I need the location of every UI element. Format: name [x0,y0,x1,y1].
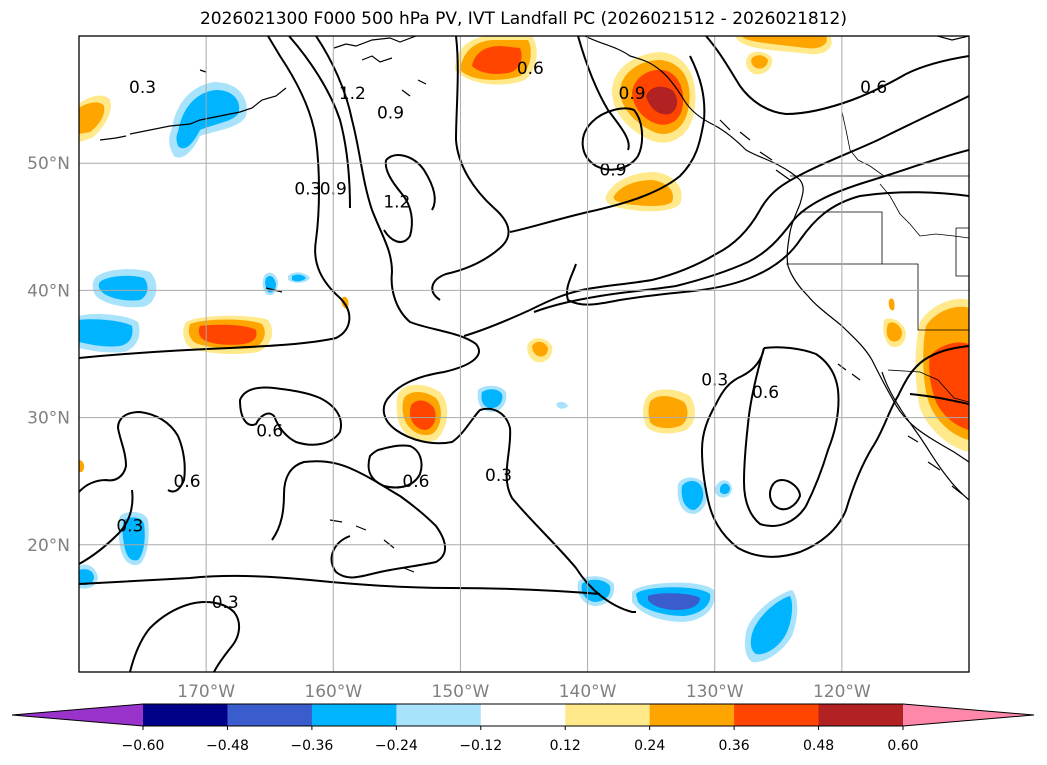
contour-label: 0.9 [377,103,404,123]
colorbar-tick-label: −0.12 [459,738,502,754]
shade-blob [744,590,798,663]
shade-blob [612,52,696,143]
colorbar-swatch [311,704,397,726]
shade-blob [79,564,98,589]
colorbar-swatch [143,704,228,726]
colorbar-swatch [565,704,651,726]
contour-label: 0.6 [752,383,779,403]
contour-label: 0.6 [517,59,544,79]
shade-blob [396,384,448,442]
lat-tick-label: 20°N [27,536,70,556]
contour-label: 0.3 [485,466,512,486]
colorbar-swatch [734,704,820,726]
contour-label: 1.2 [339,84,366,104]
shade-blob [605,172,682,212]
colorbar-tick-label: 0.36 [719,738,750,754]
colorbar-swatch [649,704,735,726]
colorbar [11,703,1035,727]
colorbar-tick-label: 0.48 [803,738,834,754]
colorbar-swatch [480,704,566,726]
lon-tick-label: 150°W [432,682,490,702]
contour-label: 0.9 [619,84,646,104]
colorbar-extend-high [903,704,1034,726]
contour-label: 0.6 [402,472,429,492]
shade-blob [632,582,715,622]
shade-blob [92,269,157,308]
contour-label: 0.3 [294,180,321,200]
lat-tick-labels: 20°N 30°N 40°N 50°N [27,154,70,556]
lon-tick-label: 140°W [559,682,617,702]
lon-tick-label: 170°W [177,682,235,702]
shade-blob [183,315,273,354]
lon-tick-labels: 170°W 160°W 150°W 140°W 130°W 120°W [177,682,871,702]
contour-label: 1.2 [383,192,410,212]
colorbar-tick-label: −0.24 [375,738,418,754]
contour-label: 0.9 [599,161,626,181]
shade-blob [477,385,568,412]
shade-blob [79,95,111,142]
political-borders [786,111,969,403]
map-frame [78,35,970,673]
lon-tick-label: 130°W [686,682,744,702]
shade-blob [79,460,85,472]
contour-label: 0.6 [174,472,201,492]
shade-blob [883,298,969,452]
shade-blob [169,82,247,158]
contour-label: 0.6 [256,421,283,441]
colorbar-tick-label: 0.24 [634,738,665,754]
lat-tick-label: 30°N [27,409,70,429]
colorbar-extend-low [12,704,143,726]
map-title: 2026021300 F000 500 hPa PV, IVT Landfall… [199,9,847,29]
lon-tick-label: 120°W [813,682,871,702]
lat-tick-label: 50°N [27,154,70,174]
shade-blob [677,477,732,514]
pv-ivt-shading [79,36,969,663]
colorbar-tick-labels: −0.60 −0.48 −0.36 −0.24 −0.12 0.12 0.24 0.36 0.4… [122,726,919,754]
pv-contours [79,36,969,672]
contour-label: 0.3 [129,78,156,98]
contour-label: 0.3 [212,593,239,613]
lat-tick-label: 40°N [27,281,70,301]
colorbar-tick-label: −0.36 [290,738,333,754]
colorbar-tick-label: 0.60 [887,738,918,754]
shade-blob [262,272,310,296]
shade-blob [455,36,537,85]
colorbar-swatch [818,704,904,726]
colorbar-tick-label: −0.60 [122,738,165,754]
colorbar-tick-label: 0.12 [550,738,581,754]
shade-blob [643,389,695,434]
shade-blob [735,36,832,75]
colorbar-swatch [396,704,482,726]
contour-label: 0.6 [860,78,887,98]
map-gridlines [79,36,969,672]
colorbar-swatch [227,704,313,726]
shade-blob [79,314,140,353]
contour-label: 0.3 [116,517,143,537]
shade-blob [527,338,553,363]
colorbar-tick-label: −0.48 [206,738,249,754]
lon-tick-label: 160°W [304,682,362,702]
